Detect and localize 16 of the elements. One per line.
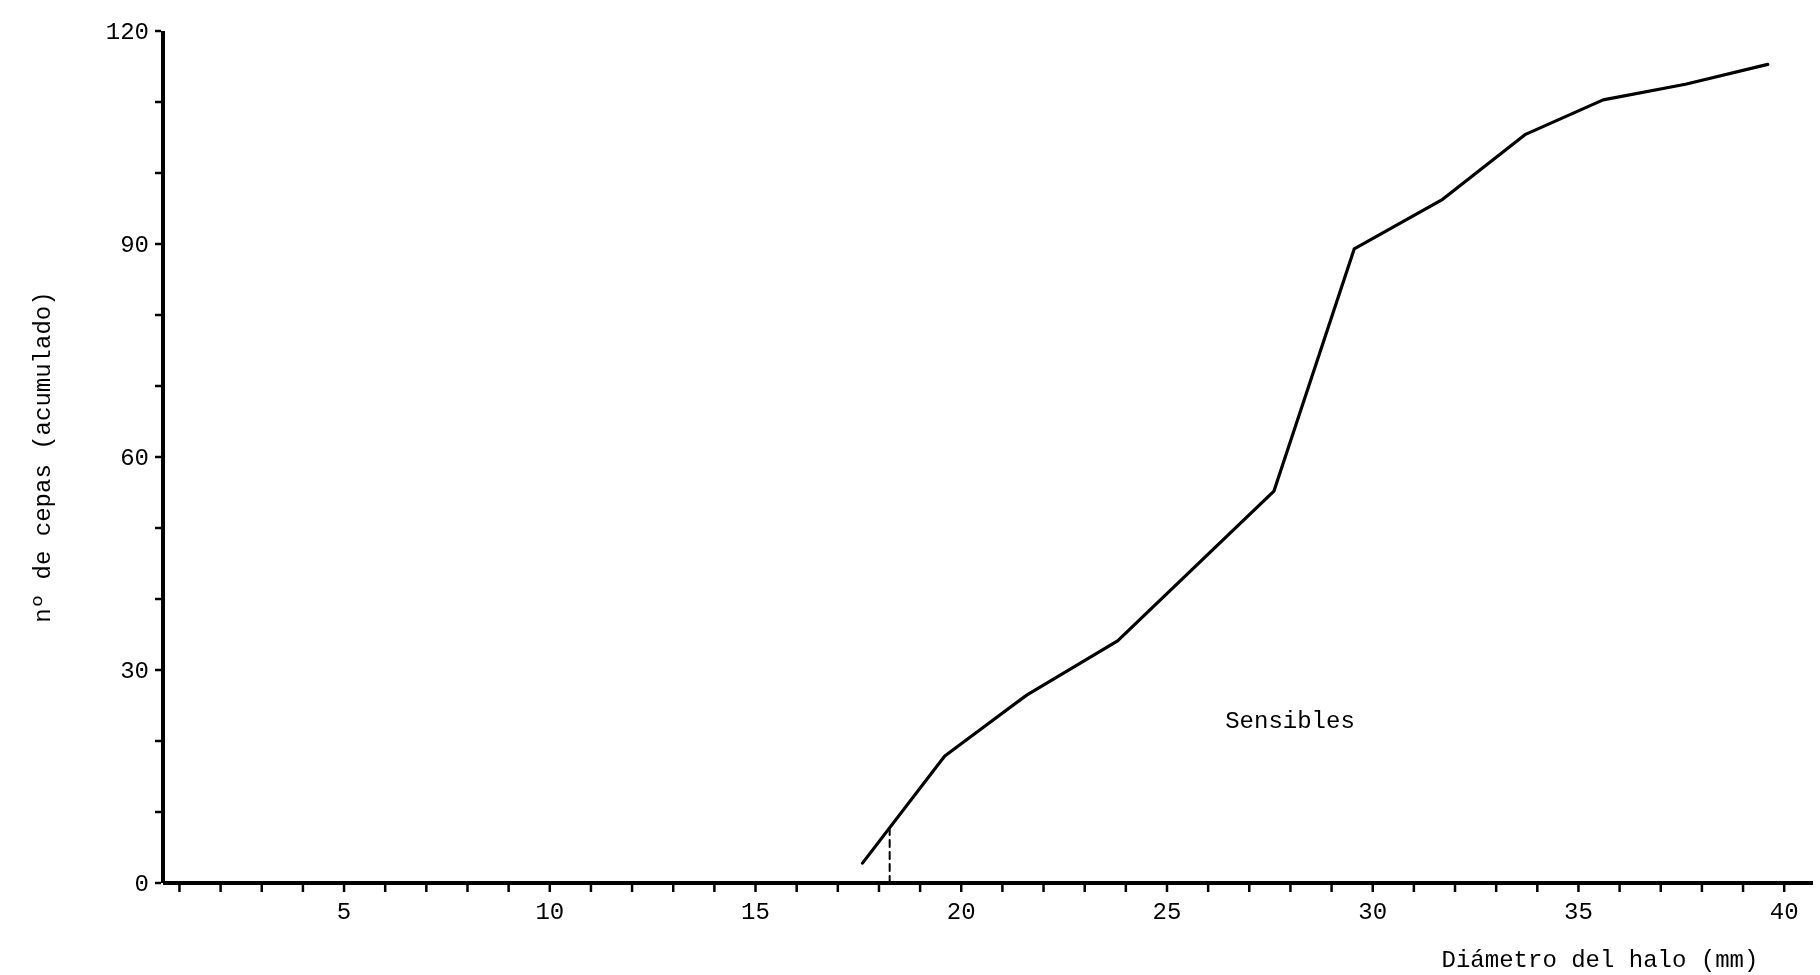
annotation: Sensibles [1225,708,1355,736]
x-tick-label: 10 [535,899,565,926]
x-tick-label: 35 [1564,899,1593,926]
x-tick-label: 30 [1358,899,1388,926]
x-tick-label: 20 [946,899,976,926]
y-tick-label: 60 [120,445,149,473]
x-tick-label: 40 [1769,899,1799,926]
y-tick-label: 0 [134,871,149,899]
y-tick-label: 30 [120,658,149,686]
x-axis-title: Diámetro del halo (mm) [1441,947,1759,974]
y-axis-title: nº de cepas (acumulado) [30,291,57,623]
x-tick-label: 25 [1152,899,1182,926]
y-tick-label: 90 [120,232,149,260]
y-tick-label: 120 [105,19,149,47]
x-tick-label: 15 [741,899,770,926]
x-tick-label: 5 [336,899,352,926]
